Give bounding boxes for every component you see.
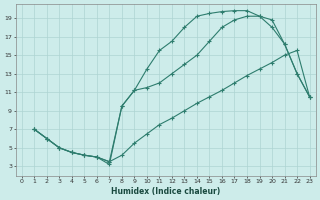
X-axis label: Humidex (Indice chaleur): Humidex (Indice chaleur) [111, 187, 220, 196]
